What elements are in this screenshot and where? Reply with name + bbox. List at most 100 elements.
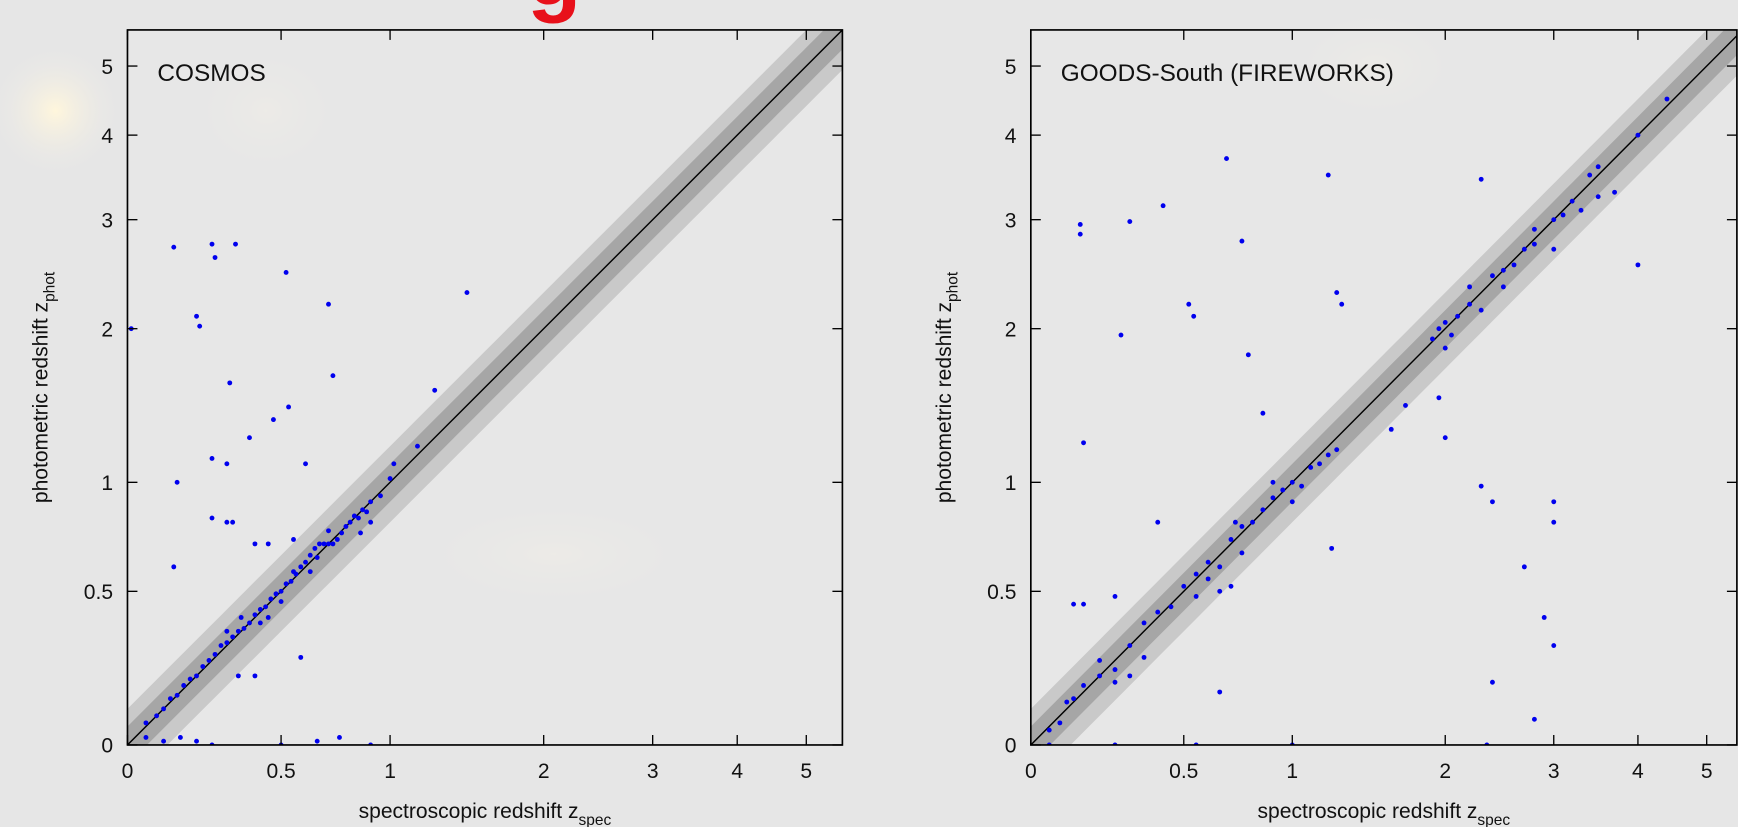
data-point — [347, 519, 353, 525]
data-point — [230, 634, 236, 640]
data-point — [326, 528, 331, 534]
data-point — [1081, 683, 1086, 688]
data-point — [1467, 301, 1473, 307]
data-point — [283, 270, 289, 275]
data-point — [1635, 132, 1641, 138]
data-point — [291, 569, 296, 575]
data-point — [143, 735, 149, 740]
data-point — [1531, 716, 1537, 722]
data-point — [1224, 156, 1229, 162]
plot-frame — [1029, 29, 1738, 746]
data-point — [1531, 241, 1537, 247]
data-point — [1118, 332, 1124, 338]
data-point — [298, 654, 304, 660]
x-tick-label: 3 — [1548, 760, 1560, 783]
data-point — [1168, 604, 1174, 610]
data-point — [1541, 615, 1547, 620]
data-point — [1334, 447, 1340, 453]
y-axis-label: photometric redshift zphot — [933, 271, 962, 503]
data-point — [432, 387, 438, 393]
data-point — [230, 519, 236, 525]
data-point — [247, 620, 252, 626]
data-point — [1097, 657, 1103, 663]
data-point — [1436, 326, 1442, 332]
data-point — [1193, 593, 1199, 599]
data-point — [1430, 336, 1435, 342]
data-point — [1112, 667, 1118, 673]
data-point — [1478, 176, 1484, 182]
data-point — [177, 735, 183, 740]
y-axis-label-main: photometric redshift z — [30, 302, 53, 503]
data-point — [1250, 519, 1255, 525]
data-point — [1339, 301, 1345, 307]
data-point — [387, 476, 393, 481]
data-point — [1569, 198, 1575, 204]
data-point — [415, 443, 420, 449]
data-point — [209, 241, 215, 247]
data-point — [233, 241, 238, 247]
data-point — [1442, 345, 1448, 351]
data-point — [273, 591, 279, 597]
data-point — [252, 673, 258, 679]
x-tick-label: 0.5 — [266, 760, 295, 783]
data-point — [1521, 564, 1527, 570]
panel: 0 0.5 1 2 3 4 5 0 0.5 1 2 3 4 5 COSMOS spectroscopic re… — [30, 29, 844, 827]
data-point — [298, 564, 304, 570]
data-point — [1490, 273, 1495, 279]
data-point — [1081, 440, 1086, 446]
data-point — [391, 461, 397, 467]
data-point — [330, 541, 336, 547]
data-point — [326, 541, 331, 547]
y-tick-label: 5 — [1005, 56, 1017, 79]
data-point — [1260, 410, 1266, 416]
data-point — [1064, 699, 1070, 705]
x-tick-label: 0 — [1025, 760, 1037, 783]
data-point — [171, 564, 177, 570]
data-point — [257, 606, 263, 612]
data-point — [1511, 262, 1517, 268]
data-point — [1299, 483, 1305, 489]
y-tick-label: 0 — [101, 735, 113, 758]
y-tick-label: 1 — [101, 472, 113, 495]
x-axis-label: spectroscopic redshift zspec — [359, 800, 612, 827]
data-point — [1490, 679, 1495, 685]
data-point — [307, 552, 313, 558]
x-axis-label-main: spectroscopic redshift z — [359, 800, 579, 823]
data-point — [1181, 583, 1187, 589]
data-point — [1155, 609, 1161, 615]
data-point — [314, 555, 320, 560]
data-point — [312, 545, 318, 551]
data-point — [1635, 262, 1641, 268]
data-point — [1403, 402, 1408, 408]
data-point — [235, 628, 241, 634]
data-point — [167, 696, 173, 702]
data-point — [1260, 507, 1266, 513]
data-point — [1455, 313, 1461, 319]
data-point — [241, 626, 247, 631]
data-point — [1228, 583, 1234, 589]
data-point — [161, 706, 167, 712]
data-point — [194, 738, 199, 744]
data-point — [174, 692, 180, 698]
data-point — [1478, 307, 1484, 313]
x-axis-label: spectroscopic redshift zspec — [1258, 800, 1511, 827]
data-point — [303, 559, 308, 565]
data-point — [1193, 571, 1199, 577]
x-tick-label: 2 — [538, 760, 550, 783]
data-point — [1595, 164, 1601, 170]
data-point — [1500, 267, 1506, 273]
data-point — [1531, 226, 1537, 232]
data-point — [1551, 499, 1557, 505]
data-point — [212, 255, 218, 260]
data-point — [368, 519, 374, 525]
data-point — [356, 515, 361, 521]
x-tick-label: 2 — [1439, 760, 1451, 783]
data-point — [143, 720, 149, 726]
data-point — [1325, 452, 1331, 458]
x-tick-label: 0.5 — [1169, 760, 1198, 783]
data-point — [278, 599, 284, 605]
data-point — [378, 493, 383, 499]
x-tick-label: 5 — [800, 760, 812, 783]
data-point — [194, 673, 199, 679]
